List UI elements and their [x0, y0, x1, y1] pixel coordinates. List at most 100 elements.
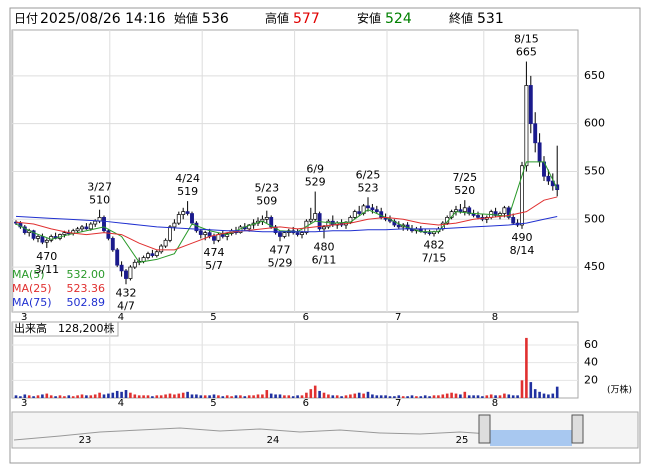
volume-bar: [230, 396, 233, 398]
candle-body: [181, 211, 186, 215]
candle-body: [146, 253, 150, 258]
header-label: 始値: [174, 11, 198, 26]
annotation-date: 4/24: [175, 172, 200, 185]
navigator-handle-right[interactable]: [571, 414, 584, 444]
volume-bar: [366, 391, 370, 398]
candle-body: [159, 245, 164, 253]
x-tick-label: 3: [21, 398, 27, 409]
volume-bar: [120, 391, 123, 398]
candle-body: [458, 209, 463, 212]
volume-bar: [190, 394, 194, 398]
volume-bar: [133, 394, 137, 398]
ma-line: [15, 196, 558, 251]
volume-bar: [393, 396, 396, 398]
volume-bar: [283, 395, 286, 398]
candle-body: [308, 218, 313, 222]
volume-bar: [371, 394, 374, 398]
volume-bar: [234, 395, 238, 398]
candle-body: [322, 226, 326, 230]
y-tick-label: 600: [584, 117, 605, 130]
annotation-date: 4/7: [117, 299, 135, 312]
volume-bar: [41, 394, 44, 398]
annotation-date: 5/29: [268, 256, 293, 269]
v-tick-label: 20: [584, 373, 598, 386]
volume-bar: [542, 393, 546, 398]
volume-bar: [256, 394, 260, 398]
x-tick-label: 4: [118, 312, 124, 323]
header-label: 日付: [14, 12, 38, 26]
volume-label-box: [11, 321, 119, 337]
volume-bar: [507, 394, 511, 398]
candle-body: [132, 261, 137, 268]
volume-bar: [168, 393, 172, 398]
candle-body: [216, 234, 221, 241]
candle-body: [119, 264, 124, 272]
volume-bar: [331, 395, 335, 398]
candle-body: [295, 232, 300, 235]
annotation-value: 432: [116, 286, 137, 299]
candle-body: [546, 175, 551, 182]
volume-bar: [362, 393, 365, 398]
frame: [9, 7, 641, 464]
navigator-label: 25: [456, 435, 469, 446]
annotation-value: 529: [305, 176, 326, 189]
candle-body: [36, 236, 40, 239]
volume-bar: [511, 395, 515, 398]
candle-body: [102, 217, 106, 232]
candle-body: [110, 238, 115, 251]
volume-bar: [305, 392, 308, 398]
volume-bar: [428, 396, 431, 398]
legend-name: MA(75): [12, 296, 52, 309]
volume-bar: [137, 395, 141, 398]
volume-bar: [525, 337, 528, 398]
legend-value: 532.00: [67, 268, 106, 281]
v-tick-label: 40: [584, 356, 598, 369]
navigator-handle-left[interactable]: [478, 414, 491, 444]
y-tick-label: 450: [584, 260, 605, 273]
x-tick-label: 3: [21, 312, 27, 323]
volume-bar: [19, 396, 22, 398]
annotation-value: 470: [36, 250, 57, 263]
volume-bar: [243, 396, 247, 398]
volume-bar: [397, 395, 401, 398]
volume-bar: [547, 394, 550, 398]
volume-bar: [239, 395, 242, 398]
annotation-date: 6/9: [306, 163, 324, 176]
volume-bar: [481, 396, 484, 398]
volume-bar: [63, 396, 66, 398]
volume-bar: [313, 385, 317, 398]
volume-bar: [164, 394, 167, 398]
volume-bar: [538, 391, 541, 398]
candle-body: [106, 230, 111, 239]
candle-body: [115, 249, 120, 266]
volume-bar: [441, 394, 445, 398]
candle-body: [168, 226, 172, 241]
volume-bar: [142, 395, 145, 398]
volume-bar: [71, 396, 75, 398]
volume-bar: [410, 395, 414, 398]
x-tick-label: 7: [395, 398, 401, 409]
annotation-value: 665: [516, 46, 537, 59]
volume-bar: [203, 395, 207, 398]
candle-body: [476, 215, 480, 218]
candle-body: [150, 253, 155, 256]
annotation-date: 5/23: [254, 182, 279, 195]
annotation-date: 6/11: [312, 253, 337, 266]
candle-body: [361, 205, 366, 214]
candle-body: [555, 184, 560, 190]
candle-body: [198, 230, 203, 235]
volume-bar: [384, 395, 387, 398]
candle-body: [264, 217, 269, 220]
volume-bar: [32, 396, 35, 398]
volume-title: 出来高: [14, 321, 47, 335]
annotation-value: 480: [314, 240, 335, 253]
volume-bar: [93, 394, 97, 398]
volume-bar: [36, 395, 40, 398]
volume-bar: [309, 389, 313, 398]
volume-bar: [388, 396, 392, 398]
volume-bar: [177, 393, 181, 398]
volume-bar: [89, 395, 93, 398]
volume-bar: [14, 395, 18, 398]
volume-bar: [199, 395, 203, 398]
volume-bar: [261, 394, 264, 398]
